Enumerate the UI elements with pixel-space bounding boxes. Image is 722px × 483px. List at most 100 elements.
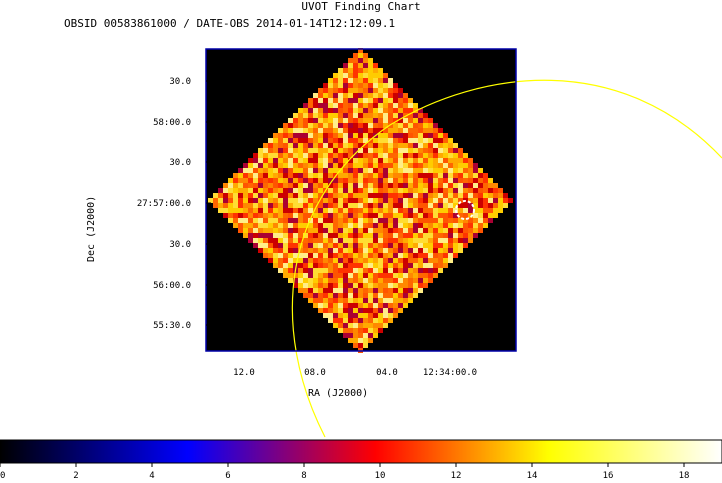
heatmap-cell [398,98,403,103]
heatmap-cell [283,143,288,148]
heatmap-cell [438,233,443,238]
heatmap-cell [313,178,318,183]
heatmap-cell [448,223,453,228]
heatmap-cell [363,338,368,343]
heatmap-cell [503,193,508,198]
heatmap-cell [338,228,343,233]
heatmap-cell [378,168,383,173]
heatmap-cell [423,278,428,283]
heatmap-cell [388,298,393,303]
heatmap-cell [268,183,273,188]
heatmap-cell [368,333,373,338]
heatmap-cell [333,213,338,218]
heatmap-cell [278,258,283,263]
heatmap-cell [303,253,308,258]
heatmap-cell [428,213,433,218]
heatmap-cell [303,288,308,293]
heatmap-cell [338,328,343,333]
heatmap-cell [323,88,328,93]
heatmap-cell [383,278,388,283]
heatmap-cell [378,208,383,213]
heatmap-cell [413,128,418,133]
heatmap-cell [418,158,423,163]
heatmap-cell [378,163,383,168]
heatmap-cell [393,113,398,118]
heatmap-cell [378,273,383,278]
colorbar-tick-label: 18 [679,471,690,481]
heatmap-cell [358,83,363,88]
heatmap-cell [268,208,273,213]
heatmap-cell [413,138,418,143]
heatmap-cell [378,323,383,328]
heatmap-cell [273,203,278,208]
heatmap-cell [393,253,398,258]
heatmap-cell [448,148,453,153]
heatmap-cell [413,158,418,163]
heatmap-cell [333,163,338,168]
heatmap-cell [368,128,373,133]
heatmap-cell [428,253,433,258]
heatmap-cell [478,213,483,218]
heatmap-cell [423,153,428,158]
heatmap-cell [408,228,413,233]
heatmap-cell [318,218,323,223]
heatmap-cell [453,148,458,153]
heatmap-cell [303,268,308,273]
heatmap-cell [408,133,413,138]
heatmap-cell [468,223,473,228]
heatmap-cell [273,143,278,148]
heatmap-cell [373,118,378,123]
heatmap-cell [393,293,398,298]
heatmap-cell [338,273,343,278]
heatmap-cell [323,293,328,298]
heatmap-cell [438,268,443,273]
heatmap-cell [398,213,403,218]
heatmap-cell [423,178,428,183]
heatmap-cell [333,253,338,258]
heatmap-cell [443,223,448,228]
heatmap-cell [358,183,363,188]
heatmap-cell [383,173,388,178]
heatmap-cell [398,288,403,293]
y-tick-label: 55:30.0 [153,321,191,331]
heatmap-cell [483,173,488,178]
heatmap-cell [298,128,303,133]
heatmap-cell [368,338,373,343]
heatmap-cell [378,108,383,113]
heatmap-cell [333,93,338,98]
heatmap-cell [318,203,323,208]
heatmap-cell [358,338,363,343]
heatmap-cell [363,123,368,128]
heatmap-cell [393,123,398,128]
heatmap-cell [223,203,228,208]
heatmap-cell [353,123,358,128]
heatmap-cell [268,173,273,178]
heatmap-cell [253,233,258,238]
heatmap-cell [348,78,353,83]
heatmap-cell [288,253,293,258]
heatmap-cell [388,238,393,243]
heatmap-cell [333,198,338,203]
heatmap-cell [353,93,358,98]
heatmap-cell [268,153,273,158]
heatmap-cell [333,203,338,208]
heatmap-cell [293,228,298,233]
heatmap-cell [268,213,273,218]
heatmap-cell [398,103,403,108]
heatmap-cell [398,193,403,198]
heatmap-cell [328,278,333,283]
heatmap-cell [453,253,458,258]
heatmap-cell [303,133,308,138]
heatmap-cell [348,318,353,323]
heatmap-cell [338,183,343,188]
heatmap-cell [328,213,333,218]
heatmap-cell [488,208,493,213]
heatmap-cell [388,158,393,163]
heatmap-cell [343,193,348,198]
heatmap-cell [343,208,348,213]
heatmap-cell [368,183,373,188]
heatmap-cell [388,233,393,238]
heatmap-cell [383,323,388,328]
heatmap-cell [268,258,273,263]
heatmap-cell [343,73,348,78]
